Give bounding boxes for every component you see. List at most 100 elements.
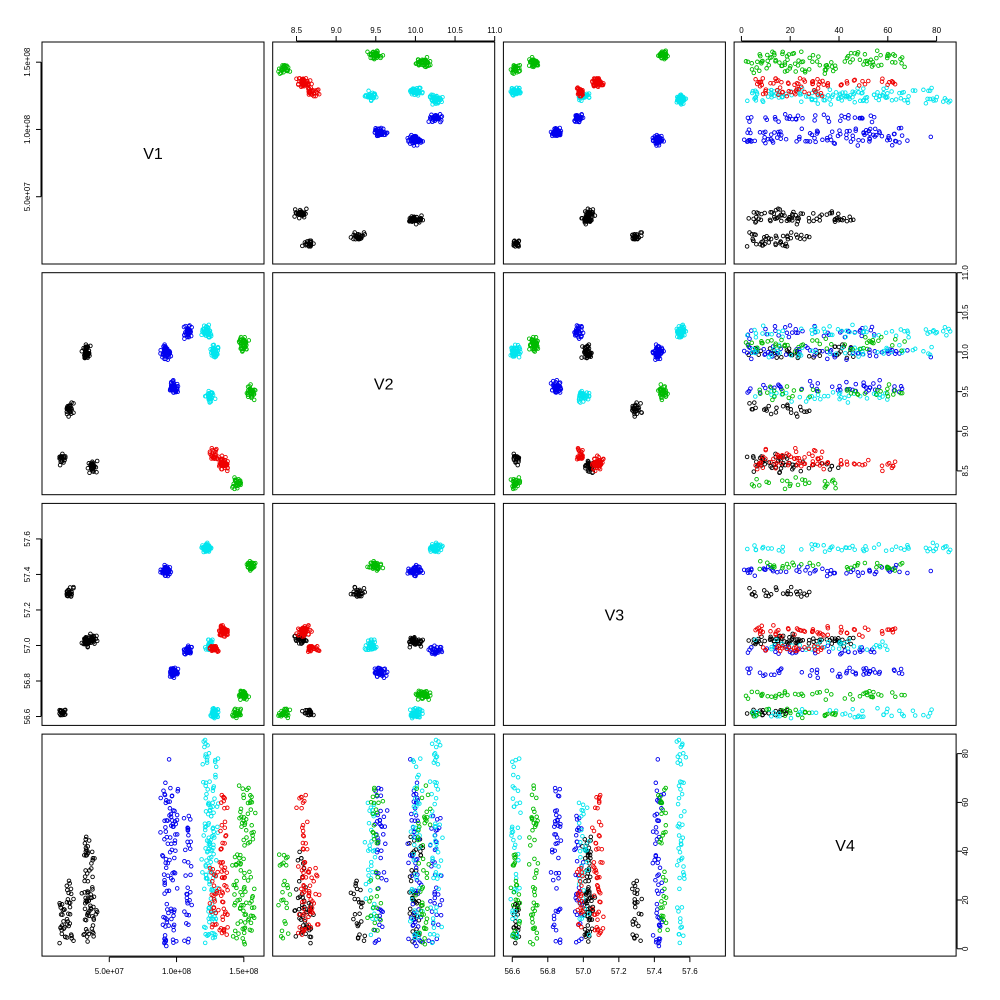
data-point <box>867 139 872 144</box>
panel-frame <box>502 272 726 496</box>
data-point <box>836 211 841 217</box>
data-point <box>211 342 217 348</box>
data-point <box>772 216 778 221</box>
data-point <box>885 137 890 143</box>
data-point <box>779 212 785 218</box>
data-point <box>407 218 412 224</box>
data-point <box>765 339 770 344</box>
data-point <box>871 381 876 386</box>
data-point <box>760 91 766 97</box>
data-point <box>213 348 218 354</box>
data-point <box>829 641 835 646</box>
data-point <box>374 51 379 56</box>
data-point <box>594 76 599 82</box>
data-point <box>838 83 844 88</box>
data-point <box>844 132 849 137</box>
data-point <box>864 346 870 352</box>
data-point <box>817 341 823 347</box>
data-point <box>786 89 792 94</box>
data-point <box>511 243 516 248</box>
data-point <box>891 392 896 397</box>
data-point <box>902 64 907 70</box>
data-point <box>556 132 561 138</box>
data-point <box>867 137 873 142</box>
panel-V3-V2 <box>272 502 496 726</box>
data-point <box>162 342 167 347</box>
data-point <box>840 637 845 643</box>
data-point <box>876 97 882 103</box>
data-point <box>418 58 423 63</box>
data-point <box>833 485 838 491</box>
data-point <box>892 384 897 389</box>
data-point <box>787 114 793 119</box>
data-point <box>807 234 812 240</box>
data-point <box>815 93 821 99</box>
data-point <box>898 96 904 101</box>
data-point <box>792 90 797 95</box>
data-point <box>786 116 792 121</box>
data-point <box>803 139 808 144</box>
data-point <box>586 91 592 96</box>
data-point <box>889 89 894 94</box>
data-point <box>871 545 877 551</box>
data-point <box>163 344 168 350</box>
data-point <box>744 454 750 460</box>
data-point <box>787 323 793 328</box>
data-point <box>825 568 830 574</box>
data-point <box>788 230 794 235</box>
data-point <box>206 397 211 402</box>
data-point <box>799 126 805 132</box>
data-point <box>304 206 309 212</box>
data-point <box>773 59 778 64</box>
data-point <box>866 457 871 463</box>
data-point <box>828 567 834 573</box>
data-point <box>783 136 789 142</box>
panel-V3-V3: V3 <box>502 502 726 726</box>
data-point <box>928 568 934 574</box>
data-point <box>513 68 518 74</box>
data-point <box>826 119 832 124</box>
data-point <box>899 55 905 60</box>
data-point <box>790 212 795 217</box>
data-point <box>780 49 785 55</box>
data-point <box>84 349 90 355</box>
data-point <box>897 708 902 714</box>
data-point <box>752 573 758 578</box>
data-point <box>434 116 439 121</box>
data-point <box>866 128 872 134</box>
data-point <box>821 82 826 87</box>
data-point <box>814 59 820 64</box>
data-point <box>210 390 215 396</box>
data-point <box>799 84 804 90</box>
data-point <box>862 52 868 57</box>
data-point <box>749 115 754 120</box>
data-point <box>809 79 815 85</box>
data-point <box>295 212 301 217</box>
data-point <box>807 571 813 576</box>
data-point <box>784 218 790 224</box>
data-point <box>306 240 312 246</box>
data-point <box>753 593 758 599</box>
data-point <box>769 90 774 96</box>
data-point <box>850 322 855 328</box>
data-point <box>777 60 782 65</box>
data-point <box>753 88 758 93</box>
data-point <box>305 86 311 91</box>
data-point <box>806 465 812 471</box>
data-point <box>860 78 865 84</box>
data-point <box>855 52 860 57</box>
data-point <box>802 455 807 460</box>
data-point <box>809 546 815 552</box>
data-point <box>928 134 934 140</box>
data-point <box>927 96 933 102</box>
data-point <box>844 55 850 61</box>
data-point <box>780 233 786 239</box>
data-point <box>749 340 755 346</box>
data-point <box>174 386 180 392</box>
data-point <box>764 66 769 71</box>
data-point <box>757 670 763 675</box>
data-point <box>209 353 215 358</box>
data-point <box>875 90 880 95</box>
data-point <box>930 540 936 546</box>
data-point <box>373 52 379 58</box>
